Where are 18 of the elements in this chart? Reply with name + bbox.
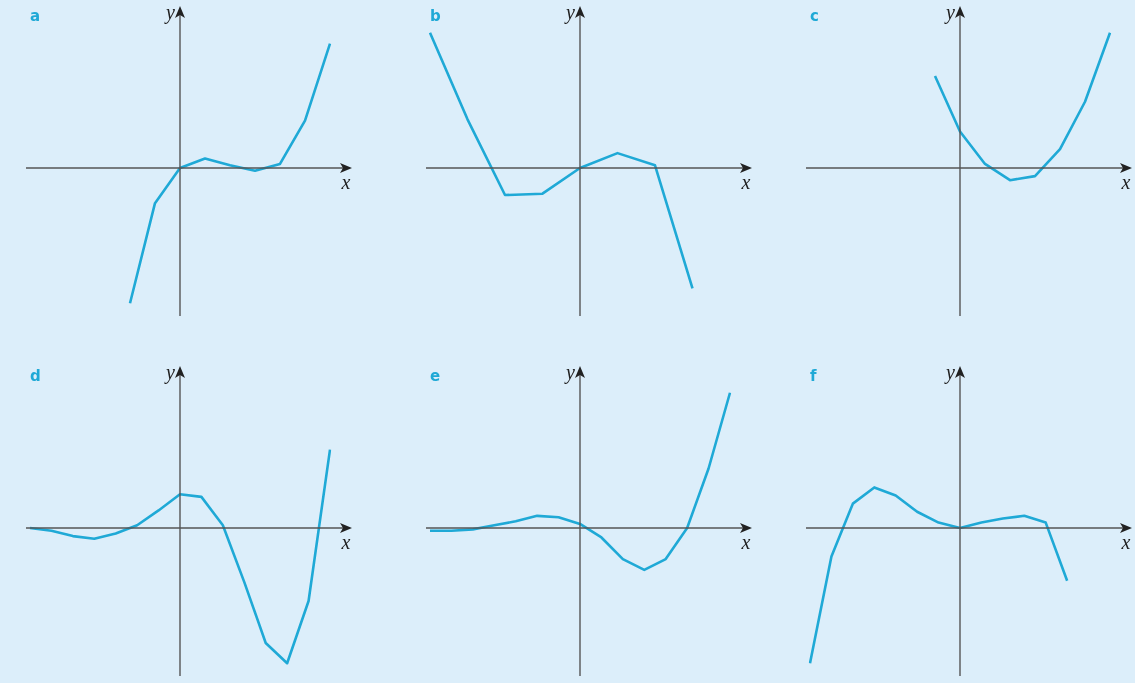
x-axis-title: x — [340, 531, 351, 554]
chart-title: d — [30, 366, 41, 385]
x-axis-title: x — [1120, 531, 1131, 554]
chart-title: e — [430, 366, 441, 385]
y-axis-title: y — [564, 361, 576, 385]
y-axis-title: y — [164, 361, 176, 385]
chart-title: a — [30, 6, 41, 25]
x-axis-title: x — [1120, 171, 1131, 194]
chart-title: c — [810, 6, 819, 25]
x-axis-title: x — [740, 171, 751, 194]
x-axis-title: x — [340, 171, 351, 194]
x-axis-title: x — [740, 531, 751, 554]
y-axis-title: y — [564, 1, 576, 25]
y-axis-title: y — [164, 1, 176, 25]
y-axis-title: y — [944, 361, 956, 385]
y-axis-title: y — [944, 1, 956, 25]
chart-title: b — [430, 6, 441, 25]
chart-title: f — [810, 366, 817, 385]
